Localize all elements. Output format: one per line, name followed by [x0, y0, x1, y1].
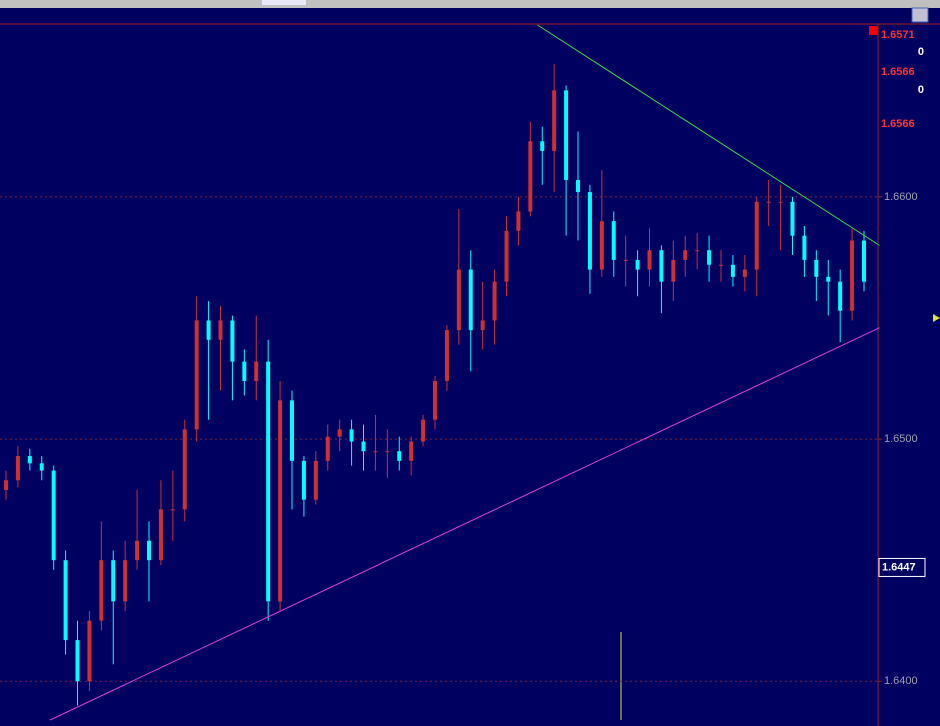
candle-body — [730, 264, 735, 277]
candle-body — [301, 460, 306, 500]
candle-body — [683, 250, 688, 260]
candle-body — [385, 451, 390, 453]
candle-body — [111, 560, 116, 602]
candle-body — [707, 250, 712, 265]
candle-body — [361, 441, 366, 452]
candle-body — [564, 90, 569, 180]
candle-body — [266, 361, 271, 602]
candle-body — [444, 330, 449, 381]
candle-body — [182, 429, 187, 510]
candle-body — [51, 470, 56, 561]
info-label: 1.6566 — [881, 66, 915, 78]
candle-body — [850, 240, 855, 311]
candle-body — [170, 509, 175, 511]
candle-body — [611, 221, 616, 260]
candle-body — [87, 620, 92, 682]
candle-body — [742, 269, 747, 277]
y-tick-label: 1.6500 — [884, 433, 918, 445]
candle-body — [39, 463, 44, 471]
candle-body — [671, 259, 676, 282]
scroll-arrow[interactable] — [933, 314, 940, 322]
candle-body — [480, 320, 485, 331]
candle-body — [230, 320, 235, 362]
last-price-label: 1.6447 — [882, 561, 916, 573]
candle-body — [635, 259, 640, 270]
candle-body — [647, 250, 652, 270]
candle-body — [766, 201, 771, 203]
candle-body — [504, 230, 509, 282]
candle-body — [135, 540, 140, 561]
candle-body — [599, 221, 604, 270]
candle-body — [218, 320, 223, 340]
candle-body — [826, 276, 831, 282]
marker-square — [869, 26, 878, 35]
candle-body — [552, 90, 557, 151]
candle-body — [337, 429, 342, 437]
candle-body — [456, 269, 461, 331]
candle-body — [790, 201, 795, 236]
trendline — [49, 327, 880, 721]
toolbar-tab[interactable] — [262, 0, 306, 5]
candle-body — [206, 320, 211, 340]
candle-body — [349, 429, 354, 442]
candle-body — [254, 361, 259, 381]
candle-body — [194, 320, 199, 430]
info-label: 0 — [918, 84, 924, 96]
candle-body — [754, 201, 759, 270]
trendline — [537, 24, 880, 246]
candle-body — [313, 460, 318, 500]
toolbar[interactable] — [0, 0, 940, 8]
candle-body — [147, 540, 151, 561]
candle-body — [802, 235, 807, 260]
candle-body — [587, 192, 592, 270]
candle-body — [421, 419, 426, 442]
candle-body — [242, 361, 247, 381]
candle-body — [659, 250, 664, 282]
candle-body — [528, 141, 533, 212]
candle-body — [862, 240, 866, 282]
candle-body — [409, 441, 414, 461]
candle-body — [15, 456, 20, 481]
candle-body — [433, 380, 437, 420]
info-label: 1.6571 — [881, 29, 915, 41]
candle-body — [695, 250, 700, 252]
candle-body — [158, 509, 163, 561]
candle-body — [4, 480, 8, 490]
last-price-box — [878, 557, 926, 577]
candle-body — [325, 436, 330, 461]
plot: 1.6400 1.6500 1.6600 — [0, 24, 918, 721]
candle-body — [540, 141, 545, 151]
candle-body — [63, 560, 68, 641]
candle-body — [278, 400, 283, 602]
y-tick-label: 1.6600 — [884, 191, 918, 203]
candle-body — [492, 281, 497, 321]
info-label: 1.6566 — [881, 118, 915, 130]
candle-body — [468, 269, 473, 331]
window-button[interactable] — [911, 7, 929, 23]
candle-body — [838, 281, 843, 311]
candle-body — [99, 560, 104, 621]
candle-body — [516, 211, 521, 231]
candle-body — [290, 400, 294, 461]
candle-body — [719, 264, 723, 266]
y-tick-label: 1.6400 — [884, 675, 918, 687]
candle-body — [75, 640, 80, 682]
candle-body — [778, 201, 783, 203]
candle-body — [397, 451, 402, 461]
candle-body — [123, 560, 128, 602]
info-label: 0 — [918, 46, 924, 58]
candle-body — [373, 451, 378, 453]
candle-body — [576, 179, 580, 193]
candle-body — [814, 259, 819, 277]
candle-body — [623, 259, 628, 261]
candle-body — [27, 456, 32, 464]
